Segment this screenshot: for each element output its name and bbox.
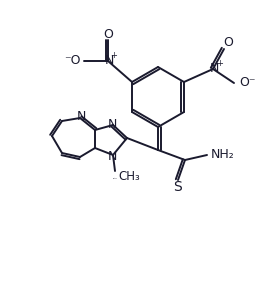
Text: O: O xyxy=(103,28,113,40)
Text: +: + xyxy=(111,52,117,60)
Text: N: N xyxy=(107,149,117,163)
Text: N: N xyxy=(209,62,219,76)
Text: methyl: methyl xyxy=(113,177,117,179)
Text: N: N xyxy=(104,54,114,67)
Text: O: O xyxy=(223,37,233,50)
Text: ⁻O: ⁻O xyxy=(64,54,80,67)
Text: +: + xyxy=(217,59,223,69)
Text: CH₃: CH₃ xyxy=(118,169,140,183)
Text: O⁻: O⁻ xyxy=(239,76,255,89)
Text: S: S xyxy=(174,180,182,194)
Text: N: N xyxy=(76,110,86,122)
Text: NH₂: NH₂ xyxy=(211,149,235,161)
Text: N: N xyxy=(107,117,117,130)
